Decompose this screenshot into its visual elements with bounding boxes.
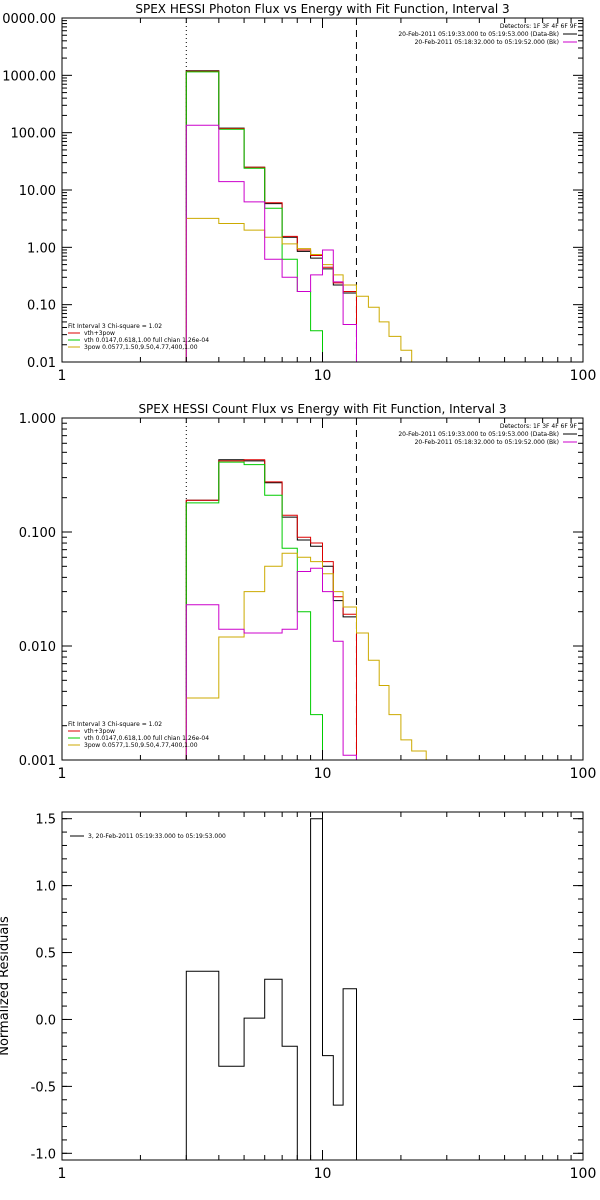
legend-label: 3pow 0.0577,1.50,9.50,4.77,400,1.00 (84, 344, 198, 351)
series-bk (185, 124, 357, 362)
x-tick-label: 100 (570, 766, 597, 782)
x-tick-label: 10 (314, 766, 332, 782)
x-tick-label: 100 (570, 1166, 597, 1182)
y-tick-label: 0.5 (35, 947, 56, 962)
x-tick-label: 100 (570, 368, 597, 384)
annotation-text: 20-Feb-2011 05:19:33.000 to 05:19:53.000… (398, 31, 559, 38)
chart-photon: SPEX HESSI Photon Flux vs Energy with Fi… (2, 2, 596, 384)
legend-label: 3, 20-Feb-2011 05:19:33.000 to 05:19:53.… (88, 833, 226, 840)
series-vth-3pow (185, 459, 357, 760)
y-tick-label: 0.10 (27, 299, 56, 314)
legend-title: Fit Interval 3 Chi-square = 1.02 (68, 323, 162, 330)
y-tick-label: 0.010 (19, 640, 56, 655)
y-tick-label: 1.00 (27, 241, 56, 256)
legend-label: vth+3pow (84, 330, 115, 337)
series-data-bk (185, 70, 357, 362)
y-tick-label: 1000.00 (2, 69, 56, 84)
chart-title: SPEX HESSI Count Flux vs Energy with Fit… (138, 402, 506, 416)
legend-label: vth+3pow (84, 728, 115, 735)
plot-frame (61, 17, 584, 363)
y-tick-label: 1.5 (35, 813, 56, 828)
annotation-text: Detectors: 1F 3F 4F 6F 9F (500, 23, 578, 30)
y-tick-label: -1.0 (31, 1147, 56, 1162)
y-tick-label: 0.01 (27, 356, 56, 371)
chart-count: SPEX HESSI Count Flux vs Energy with Fit… (19, 402, 597, 782)
legend-title: Fit Interval 3 Chi-square = 1.02 (68, 721, 162, 728)
series-group (185, 459, 427, 760)
y-tick-label: 0.001 (19, 754, 56, 769)
y-axis-label: Normalized Residuals (0, 916, 12, 1056)
annotation-text: 20-Feb-2011 05:18:32.000 to 05:19:52.000… (415, 39, 559, 46)
annotation-text: 20-Feb-2011 05:19:33.000 to 05:19:53.000… (398, 431, 559, 438)
series-bk (185, 567, 357, 760)
series-3pow (185, 552, 427, 760)
series-data-bk (185, 459, 357, 760)
x-tick-label: 1 (58, 1166, 67, 1182)
y-tick-label: 1.0 (35, 880, 56, 895)
y-tick-label: 1.000 (19, 412, 56, 427)
legend-label: 3pow 0.0577,1.50,9.50,4.77,400,1.00 (84, 742, 198, 749)
x-tick-label: 10 (314, 368, 332, 384)
series-vth-3pow (185, 70, 357, 362)
series-3pow (185, 217, 413, 362)
annotation-text: 20-Feb-2011 05:18:32.000 to 05:19:52.000… (415, 439, 559, 446)
chart-resid: Normalized Residuals 1 10 100 1.5 1.0 0.5 0.0 -0… (0, 811, 597, 1182)
y-tick-label: 10.00 (19, 184, 56, 199)
legend-label: vth 0.0147,0.618,1.00 full chian 1.26e-0… (84, 735, 209, 742)
series-vth (185, 71, 323, 362)
y-tick-label: 100.00 (11, 127, 57, 142)
series-group (185, 70, 413, 362)
series-group (185, 818, 357, 1160)
series-vth (185, 461, 323, 760)
series-3-20-feb-2011-05-19-33-000-to-05-19-53-000 (185, 818, 357, 1160)
y-tick-label: 0.100 (19, 526, 56, 541)
chart-title: SPEX HESSI Photon Flux vs Energy with Fi… (135, 2, 509, 16)
annotation-text: Detectors: 1F 3F 4F 6F 9F (500, 423, 578, 430)
legend-label: vth 0.0147,0.618,1.00 full chian 1.26e-0… (84, 337, 209, 344)
x-tick-label: 1 (58, 766, 67, 782)
y-tick-label: 0000.00 (2, 12, 56, 27)
x-tick-label: 10 (314, 1166, 332, 1182)
x-tick-label: 1 (58, 368, 67, 384)
y-tick-label: -0.5 (31, 1080, 56, 1095)
y-tick-label: 0.0 (35, 1013, 56, 1028)
